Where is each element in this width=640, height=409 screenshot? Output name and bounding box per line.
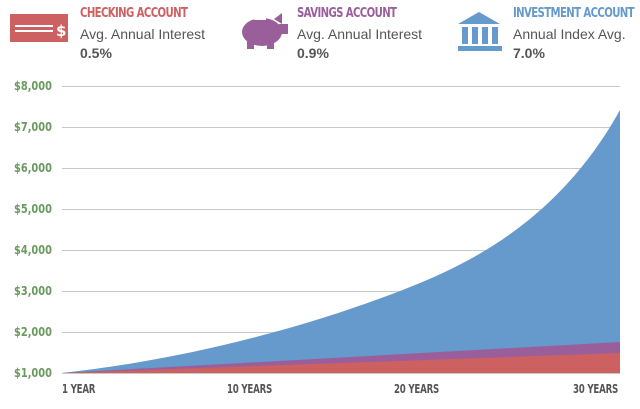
investment-area <box>62 110 620 373</box>
y-tick-label: $7,000 <box>14 120 52 134</box>
piggy-bank-icon <box>242 13 288 49</box>
legend-value: 7.0% <box>513 45 545 61</box>
legend-savings: SAVINGS ACCOUNT Avg. Annual Interest 0.9… <box>220 0 440 70</box>
y-tick-label: $5,000 <box>14 202 52 216</box>
y-tick-label: $4,000 <box>14 243 52 257</box>
legend-title: INVESTMENT ACCOUNT <box>513 6 635 21</box>
svg-text:$: $ <box>56 22 66 40</box>
legend-checking: $ CHECKING ACCOUNT Avg. Annual Interest … <box>0 0 220 70</box>
y-tick-label: $1,000 <box>14 366 52 380</box>
legend-title: CHECKING ACCOUNT <box>80 6 188 21</box>
legend-subtitle: Avg. Annual Interest <box>297 26 423 42</box>
bank-building-icon <box>458 12 502 51</box>
y-tick-label: $3,000 <box>14 284 52 298</box>
cash-icon: $ <box>10 14 68 42</box>
x-tick-label: 10 YEARS <box>227 382 273 396</box>
x-tick-label: 30 YEARS <box>573 382 619 396</box>
legend-subtitle: Avg. Annual Interest <box>80 26 206 42</box>
x-tick-label: 20 YEARS <box>394 382 440 396</box>
legend-title: SAVINGS ACCOUNT <box>297 6 397 21</box>
y-tick-label: $2,000 <box>14 325 52 339</box>
legend-value: 0.5% <box>80 45 112 61</box>
legend-value: 0.9% <box>297 45 329 61</box>
legend-subtitle: Annual Index Avg. <box>513 26 626 42</box>
y-tick-label: $8,000 <box>14 79 52 93</box>
checking-area <box>62 353 620 373</box>
x-tick-label: 1 YEAR <box>62 382 96 396</box>
y-tick-label: $6,000 <box>14 161 52 175</box>
legend-investment: INVESTMENT ACCOUNT Annual Index Avg. 7.0… <box>440 0 640 70</box>
